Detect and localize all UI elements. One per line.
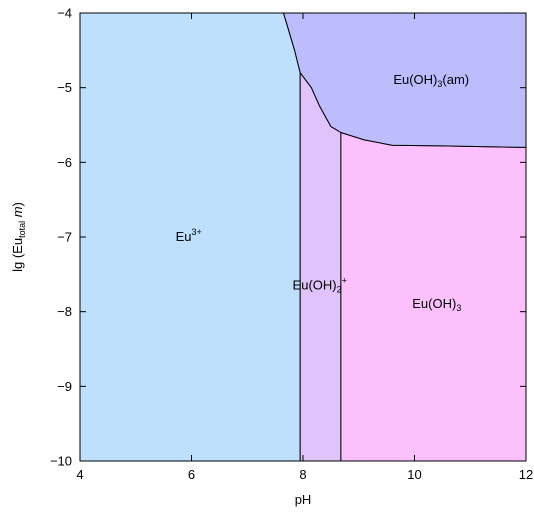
region-eu-oh-3-am <box>283 12 527 148</box>
y-tick-label: −7 <box>57 230 72 245</box>
region-eu-oh-2 <box>299 72 342 462</box>
x-tick-label: 8 <box>299 467 306 482</box>
y-axis-title-unit: m <box>10 206 25 217</box>
y-tick-label: −4 <box>57 6 72 21</box>
region-label-eu-oh-2: Eu(OH)2+ <box>293 276 347 295</box>
x-axis-title: pH <box>295 492 312 507</box>
region-label-eu-oh-3-am: Eu(OH)3(am) <box>393 72 469 89</box>
x-tick-label: 12 <box>519 467 533 482</box>
y-axis-title: lg (Eutotal m) <box>10 202 27 272</box>
y-axis-title-suffix: ) <box>10 202 25 206</box>
regions-layer <box>79 12 527 462</box>
region-label-eu3: Eu3+ <box>176 227 202 244</box>
y-tick-label: −9 <box>57 379 72 394</box>
y-axis-title-subscript: total <box>17 221 27 238</box>
region-label-eu-oh-3: Eu(OH)3 <box>412 296 461 313</box>
y-tick-label: −10 <box>50 454 72 469</box>
plot-frame <box>79 12 527 462</box>
labels-layer: Eu3+ Eu(OH)2+ Eu(OH)3 Eu(OH)3(am) <box>176 72 469 313</box>
x-tick-label: 10 <box>407 467 421 482</box>
y-tick-label: −5 <box>57 80 72 95</box>
y-tick-label: −6 <box>57 155 72 170</box>
x-tick-label: 4 <box>76 467 83 482</box>
y-axis-title-prefix: lg (Eu <box>10 238 25 272</box>
x-tick-label: 6 <box>188 467 195 482</box>
y-tick-label: −8 <box>57 304 72 319</box>
